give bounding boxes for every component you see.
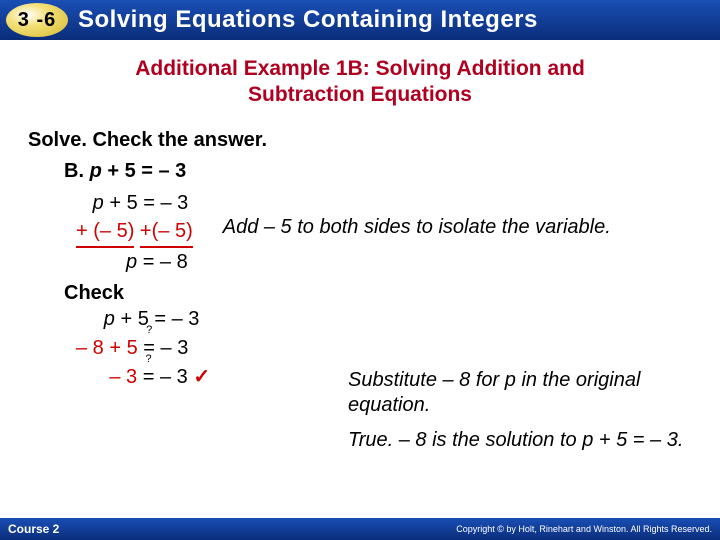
- footer-right: Copyright © by Holt, Rinehart and Winsto…: [456, 524, 712, 534]
- eq-sign-2: =: [143, 366, 155, 388]
- problem-eq: + 5 = – 3: [102, 160, 187, 182]
- check-line3-right: – 3: [154, 366, 193, 388]
- check-label: Check: [64, 282, 692, 305]
- work-op-line: + (– 5) +(– 5): [76, 217, 193, 248]
- check-line2-right: – 3: [155, 337, 188, 359]
- note3: True. – 8 is the solution to p + 5 = – 3…: [348, 428, 688, 453]
- checkmark-icon: ✓: [193, 366, 210, 388]
- right-notes-lower: Substitute – 8 for p in the original equ…: [348, 368, 688, 463]
- check-line1-rest: + 5 = – 3: [115, 308, 200, 330]
- subheader-line2: Subtraction Equations: [248, 83, 472, 106]
- qmark-2: ?: [145, 352, 151, 368]
- qmark-1: ?: [146, 323, 152, 339]
- check-line2: – 8 + 5 ?= – 3: [76, 334, 692, 363]
- work-op-left: + (– 5): [76, 217, 134, 248]
- instruction-text: Solve. Check the answer.: [28, 129, 692, 152]
- content-area: Solve. Check the answer. B. p + 5 = – 3 …: [0, 109, 720, 392]
- work-result-rest: = – 8: [137, 251, 188, 273]
- footer-bar: Course 2 Copyright © by Holt, Rinehart a…: [0, 518, 720, 540]
- left-work: p + 5 = – 3 + (– 5) +(– 5) p = – 8: [76, 189, 193, 276]
- work-op-right: +(– 5): [140, 217, 193, 248]
- sub-header: Additional Example 1B: Solving Addition …: [0, 56, 720, 109]
- work-line1-rest: + 5 = – 3: [104, 192, 189, 214]
- check-line1-var: p: [104, 308, 115, 330]
- check-line1: p + 5 = – 3: [76, 305, 692, 334]
- header-bar: 3 -6 Solving Equations Containing Intege…: [0, 0, 720, 42]
- problem-var: p: [90, 160, 102, 182]
- lesson-badge: 3 -6: [6, 3, 68, 37]
- right-notes-upper: Add – 5 to both sides to isolate the var…: [193, 189, 692, 276]
- work-result-var: p: [126, 251, 137, 273]
- note2: Substitute – 8 for p in the original equ…: [348, 368, 688, 418]
- work-line1: p + 5 = – 3: [76, 189, 193, 217]
- note1: Add – 5 to both sides to isolate the var…: [223, 215, 692, 240]
- check-line3-left: – 3: [109, 366, 142, 388]
- check-line2-left: – 8 + 5: [76, 337, 143, 359]
- work-area: p + 5 = – 3 + (– 5) +(– 5) p = – 8 Add –…: [28, 189, 692, 276]
- header-title: Solving Equations Containing Integers: [78, 6, 538, 34]
- subheader-line1: Additional Example 1B: Solving Addition …: [135, 57, 585, 80]
- work-line1-var: p: [93, 192, 104, 214]
- problem-label: B.: [64, 160, 84, 182]
- work-result: p = – 8: [76, 248, 193, 276]
- footer-left: Course 2: [8, 522, 59, 536]
- problem-statement: B. p + 5 = – 3: [64, 160, 692, 183]
- check-line3-eq: ?=: [143, 363, 155, 392]
